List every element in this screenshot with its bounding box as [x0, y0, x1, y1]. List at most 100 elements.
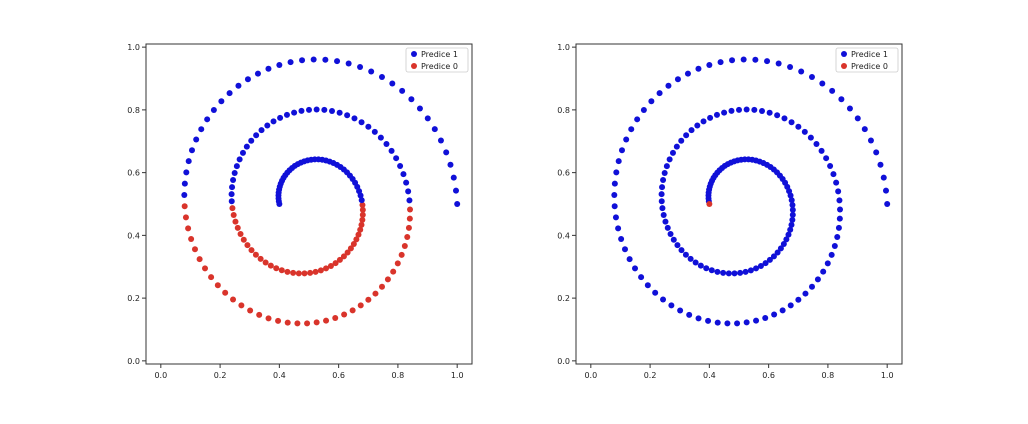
scatter-point-predice-0	[358, 221, 365, 228]
scatter-point-predice-1	[873, 149, 880, 156]
y-tick-label: 0.4	[557, 231, 570, 240]
scatter-point-predice-1	[695, 315, 702, 322]
scatter-point-predice-1	[658, 198, 665, 205]
scatter-point-predice-1	[334, 58, 341, 65]
scatter-point-predice-0	[390, 268, 397, 275]
scatter-point-predice-0	[359, 201, 366, 208]
scatter-point-predice-1	[667, 231, 674, 238]
scatter-point-predice-1	[345, 60, 352, 67]
scatter-point-predice-1	[837, 206, 844, 213]
scatter-point-predice-0	[247, 307, 254, 314]
scatter-point-predice-1	[814, 276, 821, 283]
scatter-point-predice-1	[836, 197, 843, 204]
scatter-point-predice-0	[372, 290, 379, 297]
scatter-point-predice-1	[737, 269, 744, 276]
scatter-point-predice-1	[867, 137, 874, 144]
scatter-point-predice-0	[275, 317, 282, 324]
x-ticks-right: 0.0 0.2 0.4 0.6 0.8 1.0	[584, 364, 894, 380]
scatter-point-predice-1	[779, 307, 786, 314]
scatter-point-predice-1	[694, 122, 701, 129]
scatter-point-predice-1	[660, 296, 667, 303]
scatter-point-predice-1	[802, 290, 809, 297]
scatter-point-predice-1	[358, 197, 365, 204]
scatter-point-predice-1	[714, 268, 721, 275]
scatter-point-predice-1	[808, 73, 815, 80]
scatter-point-predice-0	[202, 265, 209, 272]
scatter-point-predice-0	[232, 218, 239, 225]
scatter-point-predice-1	[447, 161, 454, 168]
scatter-point-predice-0	[344, 249, 351, 256]
scatter-point-predice-1	[400, 171, 407, 178]
scatter-point-predice-1	[835, 188, 842, 195]
x-tick-label: 0.4	[703, 371, 716, 380]
legend-left: Predice 1 Predice 0	[405, 47, 469, 73]
scatter-point-predice-1	[854, 115, 861, 122]
y-tick-label: 0.2	[127, 294, 140, 303]
scatter-point-predice-1	[621, 246, 628, 253]
scatter-point-predice-0	[229, 205, 236, 212]
scatter-point-predice-1	[198, 126, 205, 133]
scatter-point-predice-1	[707, 114, 714, 121]
scatter-point-predice-1	[734, 320, 741, 327]
scatter-point-predice-1	[783, 236, 790, 243]
scatter-point-predice-1	[762, 314, 769, 321]
scatter-point-predice-1	[253, 132, 260, 139]
y-tick-label: 1.0	[127, 43, 140, 52]
plot-area-right	[575, 43, 903, 365]
scatter-point-predice-1	[673, 143, 680, 150]
scatter-point-predice-0	[359, 211, 366, 218]
scatter-point-predice-0	[350, 240, 357, 247]
scatter-point-predice-1	[181, 191, 188, 198]
scatter-point-predice-1	[717, 59, 724, 66]
scatter-point-predice-1	[688, 127, 695, 134]
scatter-point-predice-1	[762, 260, 769, 267]
scatter-point-predice-0	[256, 311, 263, 318]
scatter-point-predice-1	[236, 156, 243, 163]
scatter-point-predice-1	[652, 289, 659, 296]
scatter-point-predice-1	[661, 169, 668, 176]
scatter-point-predice-0	[355, 231, 362, 238]
scatter-point-predice-1	[736, 106, 742, 113]
scatter-point-predice-0	[336, 256, 343, 263]
legend-marker-predice-0-right	[841, 63, 847, 69]
scatter-point-predice-0	[284, 268, 291, 275]
x-tick-label: 1.0	[451, 371, 464, 380]
scatter-point-predice-1	[226, 90, 233, 97]
scatter-point-predice-1	[823, 155, 830, 162]
scatter-point-predice-0	[182, 214, 189, 221]
plot-left: 0.0 0.2 0.4 0.6 0.8 1.0 0.0 0.2 0.4 0.6 0.8 1.0 Pr…	[127, 43, 473, 380]
scatter-point-predice-0	[394, 260, 401, 267]
scatter-point-predice-1	[795, 123, 802, 130]
scatter-point-predice-1	[666, 156, 673, 163]
scatter-point-predice-0	[406, 215, 413, 222]
scatter-point-predice-1	[235, 82, 242, 89]
scatter-point-predice-1	[740, 56, 747, 63]
scatter-point-predice-1	[692, 259, 699, 266]
scatter-point-predice-0	[234, 224, 241, 231]
scatter-point-predice-1	[720, 269, 727, 276]
x-tick-label: 0.6	[332, 371, 345, 380]
scatter-point-predice-0	[185, 225, 192, 232]
scatter-point-predice-0	[347, 245, 354, 252]
scatter-point-predice-0	[401, 243, 408, 250]
scatter-point-predice-1	[808, 283, 815, 290]
scatter-point-predice-1	[358, 119, 365, 126]
scatter-point-predice-1	[678, 137, 685, 144]
scatter-point-predice-1	[383, 140, 390, 147]
scatter-point-predice-0	[237, 231, 244, 238]
scatter-point-predice-0	[323, 317, 330, 324]
scatter-point-predice-1	[766, 109, 773, 116]
scatter-point-predice-1	[777, 245, 784, 252]
scatter-point-predice-1	[424, 115, 431, 122]
scatter-point-predice-1	[336, 109, 343, 116]
scatter-point-predice-1	[713, 111, 720, 118]
scatter-point-predice-1	[731, 270, 738, 277]
scatter-point-predice-1	[310, 56, 317, 63]
scatter-point-predice-1	[244, 76, 251, 83]
y-tick-label: 0.4	[127, 231, 140, 240]
scatter-point-predice-1	[771, 311, 778, 318]
scatter-point-predice-1	[820, 268, 827, 275]
scatter-point-predice-1	[388, 147, 395, 154]
scatter-point-predice-1	[613, 169, 620, 176]
scatter-point-predice-1	[611, 203, 618, 210]
